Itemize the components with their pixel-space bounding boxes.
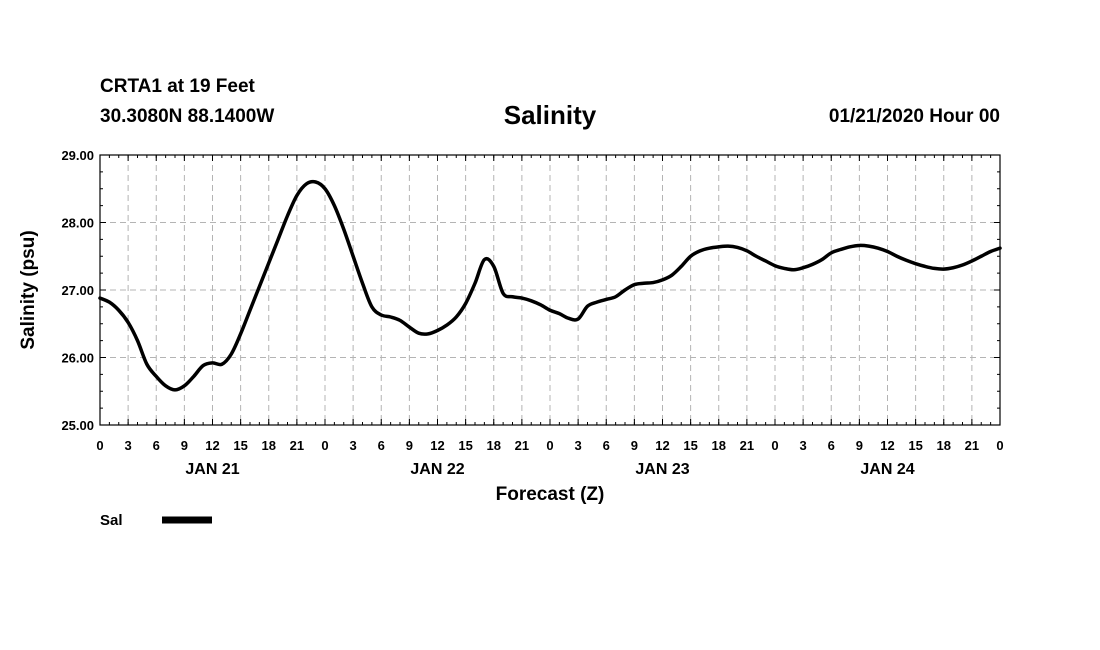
x-tick-label: 0 [96,438,103,453]
station-title: CRTA1 at 19 Feet [100,76,255,97]
y-tick-labels: 25.00 26.00 27.00 28.00 29.00 [61,148,94,433]
x-tick-label: 3 [800,438,807,453]
x-tick-label: 18 [487,438,501,453]
x-tick-labels: 0 3 6 9 12 15 18 21 0 3 6 9 12 15 18 21 0 3 6 9 12 15 18 21 0 3 6 9… [96,438,1003,453]
x-tick-label: 12 [655,438,669,453]
x-tick-label: 15 [908,438,922,453]
x-tick-label: 15 [233,438,247,453]
x-tick-label: 12 [430,438,444,453]
x-tick-label: 9 [181,438,188,453]
station-coordinates: 30.3080N 88.1400W [100,106,275,127]
x-tick-label: 9 [406,438,413,453]
day-label: JAN 24 [860,461,914,478]
x-tick-label: 0 [321,438,328,453]
y-tick-label: 27.00 [61,283,94,298]
x-tick-label: 21 [290,438,304,453]
x-tick-label: 18 [937,438,951,453]
y-tick-label: 29.00 [61,148,94,163]
series-line-sal [98,179,1002,392]
x-tick-label: 6 [153,438,160,453]
x-tick-label: 3 [350,438,357,453]
day-labels: JAN 21 JAN 22 JAN 23 JAN 24 [185,461,914,478]
x-tick-label: 21 [965,438,979,453]
x-tick-label: 18 [712,438,726,453]
legend-label: Sal [100,512,123,529]
series-group [98,179,1002,392]
y-tick-label: 25.00 [61,418,94,433]
day-label: JAN 23 [635,461,689,478]
day-label: JAN 21 [185,461,239,478]
x-tick-label: 12 [205,438,219,453]
x-tick-label: 15 [683,438,697,453]
chart-title: Salinity [503,100,597,130]
y-tick-label: 26.00 [61,351,94,366]
legend: Sal [100,512,212,529]
gridlines [100,155,1000,425]
x-tick-label: 18 [262,438,276,453]
y-axis-label: Salinity (psu) [18,230,39,349]
x-tick-label: 0 [996,438,1003,453]
day-label: JAN 22 [410,461,464,478]
x-tick-label: 21 [740,438,754,453]
x-tick-label: 3 [125,438,132,453]
x-tick-label: 21 [515,438,529,453]
x-tick-label: 0 [546,438,553,453]
x-tick-label: 15 [458,438,472,453]
x-tick-label: 9 [631,438,638,453]
x-tick-label: 0 [771,438,778,453]
x-tick-label: 6 [603,438,610,453]
plot-frame [99,154,1001,426]
x-tick-label: 6 [378,438,385,453]
y-tick-label: 28.00 [61,216,94,231]
x-tick-label: 12 [880,438,894,453]
x-tick-label: 9 [856,438,863,453]
x-axis-label: Forecast (Z) [496,484,605,505]
x-tick-label: 6 [828,438,835,453]
forecast-timestamp: 01/21/2020 Hour 00 [828,106,1000,127]
x-tick-label: 3 [575,438,582,453]
